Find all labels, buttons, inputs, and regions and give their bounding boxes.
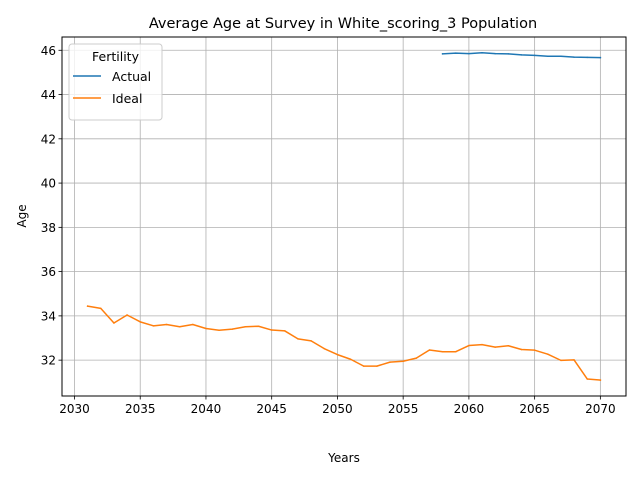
- data-point-ideal: [323, 347, 326, 350]
- x-tick-label: 2045: [256, 402, 287, 416]
- data-point-ideal: [100, 307, 102, 310]
- data-point-ideal: [494, 346, 496, 348]
- data-point-actual: [520, 54, 523, 56]
- data-point-actual: [481, 51, 483, 54]
- data-point-actual: [573, 56, 575, 58]
- x-tick-label: 2050: [322, 402, 353, 416]
- data-point-ideal: [257, 325, 260, 328]
- data-point-ideal: [507, 345, 510, 347]
- data-point-ideal: [402, 360, 404, 363]
- data-point-actual: [547, 55, 549, 58]
- data-point-ideal: [349, 358, 352, 361]
- data-point-ideal: [284, 330, 286, 332]
- data-point-ideal: [113, 322, 115, 324]
- data-point-ideal: [468, 344, 470, 347]
- series-lines: [86, 51, 602, 381]
- data-point-ideal: [481, 343, 483, 346]
- y-tick-label: 40: [41, 177, 56, 191]
- legend-box: [68, 43, 163, 121]
- data-point-ideal: [297, 338, 299, 340]
- x-tick-label: 2055: [388, 402, 419, 416]
- series-line-ideal: [86, 305, 602, 381]
- data-point-actual: [586, 56, 588, 59]
- data-point-ideal: [192, 323, 194, 326]
- data-point-ideal: [428, 349, 431, 351]
- data-point-ideal: [586, 378, 588, 380]
- data-point-ideal: [560, 359, 562, 362]
- data-point-ideal: [520, 348, 523, 351]
- data-point-ideal: [231, 328, 234, 330]
- x-tick-label: 2040: [191, 402, 222, 416]
- data-point-actual: [507, 53, 510, 55]
- data-point-ideal: [244, 325, 247, 328]
- data-point-ideal: [389, 361, 391, 363]
- plot-frame: [61, 36, 627, 397]
- data-point-ideal: [573, 359, 575, 361]
- data-point-ideal: [336, 353, 339, 356]
- data-point-ideal: [415, 357, 418, 359]
- data-point-ideal: [310, 340, 312, 342]
- chart-title: Average Age at Survey in White_scoring_3…: [149, 16, 537, 32]
- data-point-ideal: [270, 329, 273, 331]
- y-tick-label: 32: [41, 354, 56, 368]
- legend-label-ideal: Ideal: [112, 91, 142, 106]
- data-point-ideal: [599, 379, 602, 381]
- data-point-ideal: [165, 323, 168, 326]
- data-point-ideal: [441, 350, 444, 353]
- data-point-actual: [494, 52, 496, 55]
- x-tick-label: 2030: [59, 402, 90, 416]
- y-tick-label: 36: [41, 265, 56, 279]
- data-point-actual: [454, 52, 457, 54]
- data-point-ideal: [547, 353, 549, 355]
- data-point-ideal: [86, 305, 89, 307]
- data-point-ideal: [152, 325, 155, 327]
- y-tick-label: 38: [41, 221, 56, 235]
- x-axis-label: Years: [327, 451, 360, 465]
- y-tick-label: 44: [41, 88, 56, 102]
- legend: Fertility Actual Ideal: [68, 43, 163, 121]
- data-point-actual: [468, 52, 470, 55]
- grid: [62, 37, 626, 396]
- x-tick-label: 2065: [519, 402, 550, 416]
- y-axis-label: Age: [15, 204, 29, 227]
- y-tick-label: 46: [41, 44, 56, 58]
- data-point-ideal: [376, 365, 378, 367]
- data-point-ideal: [362, 365, 365, 367]
- data-point-actual: [599, 56, 602, 59]
- data-point-ideal: [139, 321, 141, 323]
- y-tick-label: 42: [41, 132, 56, 146]
- legend-title: Fertility: [92, 49, 140, 64]
- x-tick-label: 2060: [454, 402, 485, 416]
- data-point-actual: [441, 53, 444, 55]
- data-point-ideal: [218, 329, 220, 332]
- y-tick-label: 34: [41, 309, 56, 323]
- data-point-ideal: [178, 325, 181, 328]
- data-point-ideal: [454, 350, 457, 353]
- data-point-actual: [533, 54, 536, 57]
- data-point-ideal: [205, 327, 207, 330]
- legend-label-actual: Actual: [112, 69, 151, 84]
- x-tick-label: 2035: [125, 402, 156, 416]
- data-point-ideal: [533, 349, 536, 351]
- axis-ticks: 2030 2035 2040 2045 2050 2055 2060 2065 2070 32 34…: [41, 44, 616, 416]
- data-point-ideal: [126, 314, 128, 316]
- data-point-actual: [560, 55, 562, 58]
- x-tick-label: 2070: [585, 402, 616, 416]
